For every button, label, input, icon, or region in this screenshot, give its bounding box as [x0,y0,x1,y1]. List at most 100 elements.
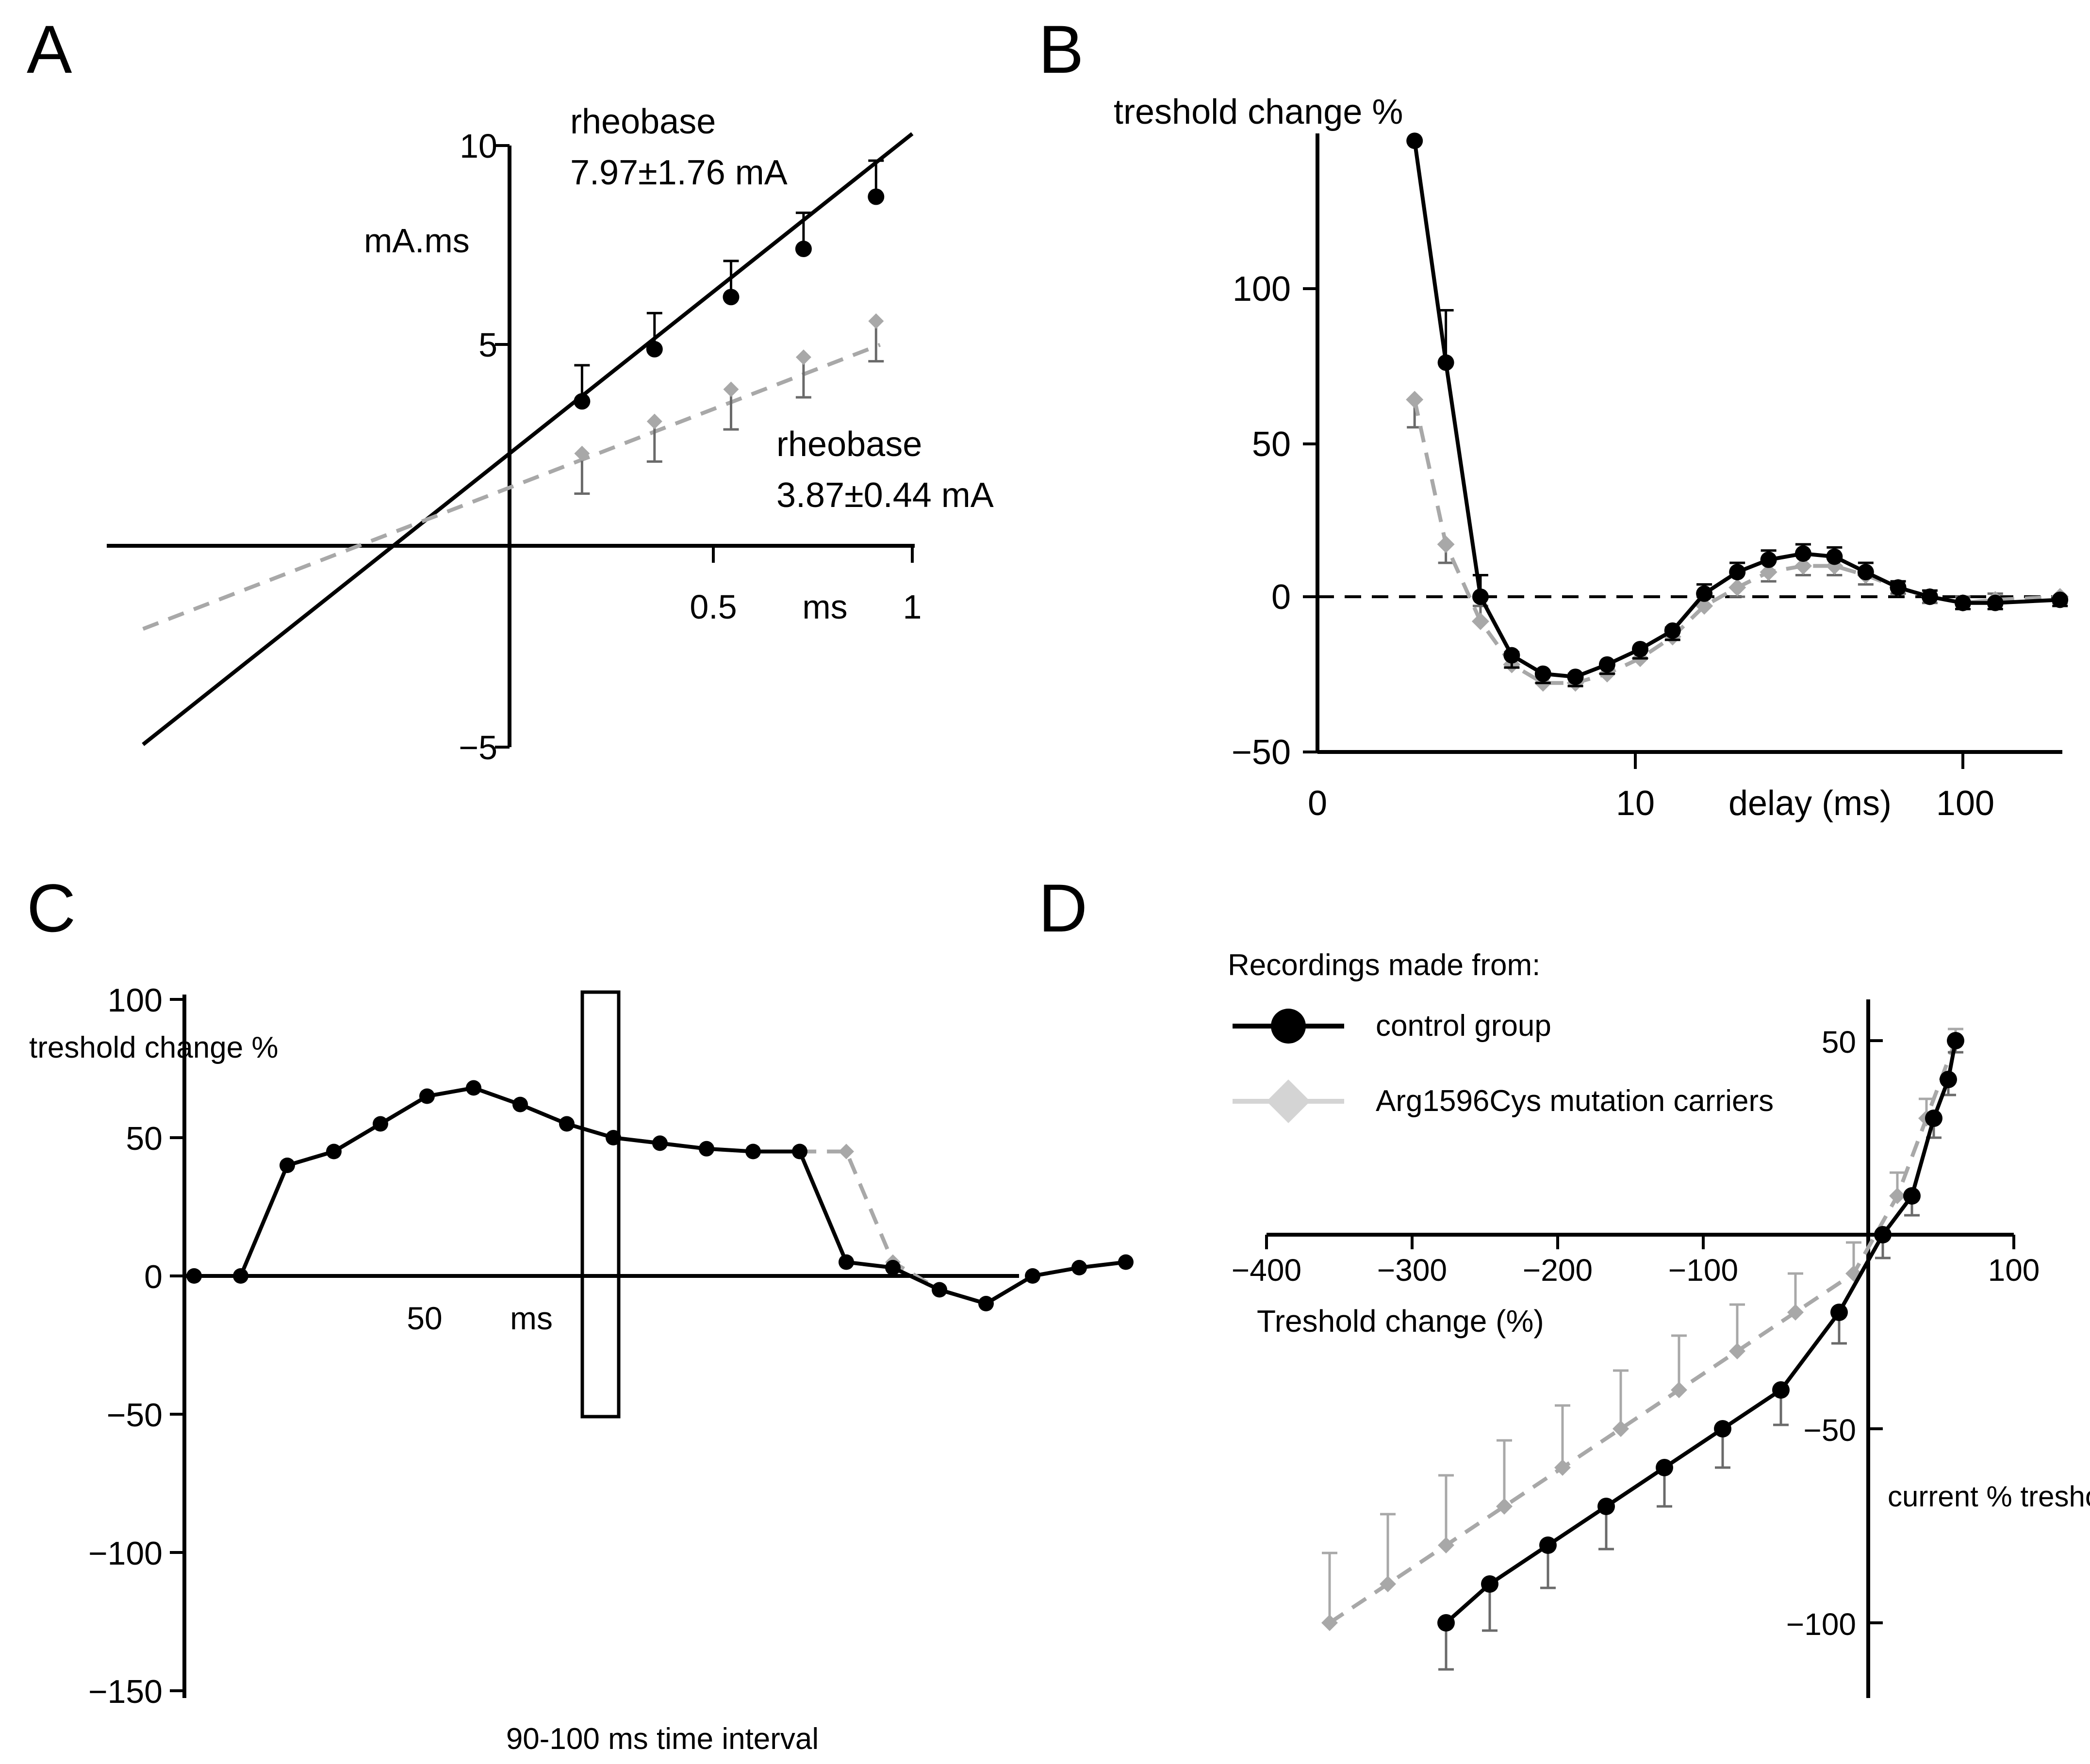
panel-label-a: A [27,11,72,87]
panel-a-chart: 10 5 −5 0.5 1 ms mA.ms rheobase 7.97±1.7… [107,102,994,767]
control-point [978,1296,994,1311]
control-point [1664,622,1681,639]
control-point [1760,551,1777,568]
mutant-point [868,313,884,329]
panel-d-x-label: Treshold change (%) [1257,1304,1544,1339]
panel-d-xtick: −200 [1523,1253,1593,1288]
panel-c-ytick: −50 [107,1397,163,1434]
mutant-point [1671,1382,1687,1398]
control-point [1696,585,1713,602]
panel-a-x-label: ms [802,588,847,626]
control-point [1830,1304,1848,1321]
panel-c-ytick: 50 [126,1120,163,1157]
control-point [1632,640,1648,657]
control-point [326,1143,342,1160]
control-point [419,1088,435,1104]
control-point [1794,545,1811,562]
mutant-point [1787,1304,1804,1321]
panel-b-ytick: 50 [1252,425,1291,464]
control-point [1955,594,1971,611]
control-point [1567,669,1584,686]
panel-d-y-label-text: current % treshold [1888,1480,2090,1513]
mutant-point [1438,1537,1454,1553]
legend-control-label: control group [1376,1009,1551,1043]
control-point [868,188,885,205]
control-point [280,1158,295,1173]
panel-label-b: B [1038,11,1084,87]
panel-c-ytick: 0 [144,1258,163,1295]
mutant-point [1471,612,1489,630]
mutant-point [795,349,811,365]
mutant-point [1729,1343,1745,1359]
control-point [1826,548,1843,565]
mutant-point [839,1143,854,1160]
mutant-point [1760,563,1777,581]
panel-b-ytick: 0 [1271,578,1291,617]
mutant-point [1554,1459,1571,1476]
control-point [1987,594,2004,611]
mutant-point [646,413,662,429]
control-point [1503,647,1520,664]
panel-a-mutant-annotation-value: 3.87±0.44 mA [776,476,994,515]
control-point [1857,564,1874,581]
control-point [1890,579,1907,596]
panel-c-xtick: 50 [407,1300,442,1336]
panel-b-ytick: −50 [1232,733,1291,772]
control-point [186,1268,202,1284]
legend-mutant-label: Arg1596Cys mutation carriers [1376,1084,1774,1118]
control-point [1598,656,1615,673]
panel-d-xtick: 100 [1988,1253,2040,1288]
legend-mutant-marker [1267,1079,1310,1123]
panel-d-y-label: current % treshold [1888,1480,2090,1513]
panel-d-chart: Recordings made from: control group Arg1… [1228,948,2090,1698]
control-point [792,1143,807,1160]
control-point [1940,1071,1957,1088]
control-point [1118,1254,1134,1270]
panel-a-mutant-fit-line [142,343,881,631]
panel-d-xtick: −400 [1232,1253,1301,1288]
control-point [1925,1110,1942,1127]
panel-c-ytick: 100 [108,982,163,1019]
panel-c-ytick: −150 [88,1673,163,1710]
mutant-point [574,445,590,461]
mutant-point [1380,1576,1396,1592]
control-point [1714,1420,1731,1437]
legend-control: control group [1233,1009,1551,1044]
mutant-point [1613,1421,1629,1437]
control-point [2052,591,2069,608]
control-point [1481,1575,1498,1593]
mutant-point [1406,391,1424,408]
legend-title: Recordings made from: [1228,948,1540,982]
panel-a-ytick: −5 [459,729,497,767]
control-point [1539,1536,1557,1554]
panel-c-box-caption: 90-100 ms time interval [506,1722,819,1756]
control-point [1729,564,1746,581]
control-point [932,1282,947,1298]
panel-c-y-label-text: treshold change % [29,1031,279,1064]
panel-label-d: D [1038,870,1087,946]
panel-a-xtick: 0.5 [690,588,737,626]
control-point [1406,132,1423,149]
control-point [1597,1498,1615,1515]
control-point [1025,1268,1040,1284]
panel-b-xtick: 100 [1936,784,1994,823]
control-point [574,393,591,410]
control-point [1921,588,1938,605]
control-point [466,1080,481,1096]
panel-a-y-label: mA.ms [364,222,470,260]
control-point [1472,588,1489,605]
control-point [1534,665,1551,682]
control-point [745,1143,761,1160]
mutant-point [1794,557,1812,575]
control-point [1874,1226,1892,1243]
control-point [652,1135,668,1151]
panel-d-ytick: 50 [1822,1025,1856,1060]
panel-b-y-label-text: treshold change % [1114,93,1403,131]
panel-d-ytick: −50 [1803,1413,1856,1448]
control-point [559,1116,575,1132]
control-point [839,1254,854,1270]
panel-d-ytick: −100 [1786,1607,1856,1642]
panel-c-time-window-box [580,990,621,1419]
mutant-point [1437,536,1455,554]
